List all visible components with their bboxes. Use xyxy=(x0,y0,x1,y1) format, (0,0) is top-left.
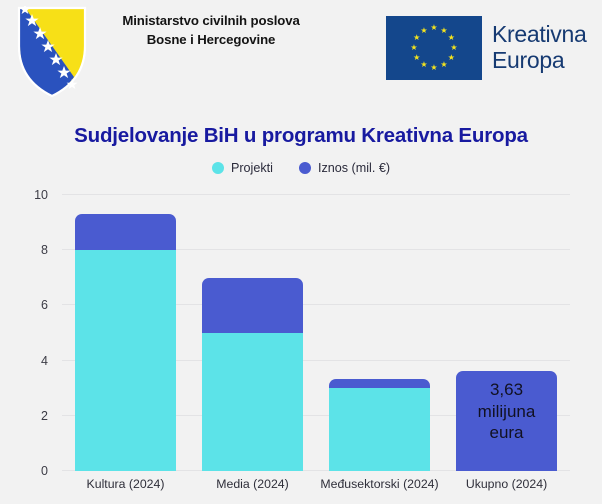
y-axis-tick-label: 4 xyxy=(41,353,48,368)
page-header: Ministarstvo civilnih poslova Bosne i He… xyxy=(0,0,602,110)
chart-title: Sudjelovanje BiH u programu Kreativna Eu… xyxy=(74,124,528,147)
chart-legend: Projekti Iznos (mil. €) xyxy=(0,161,602,175)
bar-2[interactable] xyxy=(202,277,303,471)
bar-1[interactable] xyxy=(75,214,176,471)
legend-dot-projekti xyxy=(211,162,224,174)
eu-star-icon: ★ xyxy=(420,60,428,70)
x-axis-label-2: Media (2024) xyxy=(216,477,289,491)
eu-star-icon: ★ xyxy=(450,43,458,52)
y-axis-tick-label: 0 xyxy=(41,464,48,478)
eu-star-icon: ★ xyxy=(440,25,448,35)
x-axis-label-3: Međusektorski (2024) xyxy=(320,477,439,491)
y-axis-tick-label: 10 xyxy=(34,188,48,202)
ministry-title: Ministarstvo civilnih poslova Bosne i He… xyxy=(96,12,326,49)
eu-star-icon: ★ xyxy=(447,33,455,42)
eu-star-icon: ★ xyxy=(440,60,448,70)
legend-item-1[interactable]: Projekti xyxy=(211,161,273,175)
gridline xyxy=(62,194,570,195)
y-axis-tick-label: 6 xyxy=(41,298,48,313)
y-axis-tick-label: 8 xyxy=(41,243,48,258)
ministry-line-1: Ministarstvo civilnih poslova xyxy=(122,13,300,28)
eu-star-icon: ★ xyxy=(430,63,438,72)
bar-value-line: 3,63 xyxy=(489,379,524,399)
bar-3[interactable] xyxy=(329,378,430,471)
gridline xyxy=(62,414,570,416)
ministry-line-2: Bosne i Hercegovine xyxy=(146,31,276,47)
gridline xyxy=(62,359,570,361)
y-axis-tick-label: 2 xyxy=(41,408,48,423)
eu-star-icon: ★ xyxy=(413,53,421,62)
bar-value-label: 3,63 milijuna eura xyxy=(456,379,557,444)
bar-value-line: eura xyxy=(489,423,524,443)
eu-star-icon: ★ xyxy=(410,43,418,52)
eu-logo-line-2: Europa xyxy=(492,47,565,73)
legend-label: Projekti xyxy=(230,161,273,175)
kreativna-europa-wordmark: Kreativna Europa xyxy=(492,21,587,74)
bar-chart: 3,63 milijuna eura 0 2 4 6 8 10 Kultura (2024) M… xyxy=(0,185,602,504)
plot-area: 3,63 milijuna eura xyxy=(62,194,570,471)
gridline xyxy=(62,304,570,306)
eu-star-icon: ★ xyxy=(413,33,421,42)
bar-value-line: milijuna xyxy=(477,401,536,421)
eu-logo-line-1: Kreativna xyxy=(492,21,587,48)
legend-label: Iznos (mil. €) xyxy=(317,161,391,175)
bar-segment-projekti[interactable] xyxy=(75,250,176,471)
eu-flag-icon: ★ ★ ★ ★ ★ ★ ★ ★ ★ ★ ★ ★ xyxy=(386,16,482,80)
legend-dot-iznos xyxy=(298,162,311,174)
bar-segment-projekti[interactable] xyxy=(202,333,303,471)
eu-star-icon: ★ xyxy=(447,53,455,62)
eu-star-icon: ★ xyxy=(430,23,438,32)
bar-segment-iznos[interactable] xyxy=(329,378,430,389)
x-axis-label-1: Kultura (2024) xyxy=(86,477,165,491)
gridline xyxy=(62,470,570,471)
legend-item-2[interactable]: Iznos (mil. €) xyxy=(298,161,391,175)
bar-segment-iznos[interactable] xyxy=(75,214,176,251)
bar-4[interactable]: 3,63 milijuna eura xyxy=(456,370,557,471)
bar-segment-iznos[interactable] xyxy=(202,277,303,333)
bar-segment-projekti[interactable] xyxy=(329,388,430,471)
eu-star-icon: ★ xyxy=(420,25,428,35)
x-axis-label-4: Ukupno (2024) xyxy=(465,477,548,491)
gridline xyxy=(62,249,570,251)
bar-segment-iznos[interactable] xyxy=(456,370,557,471)
bosnia-coat-of-arms-icon xyxy=(17,6,87,98)
bars-container: 3,63 milijuna eura xyxy=(62,195,570,471)
kreativna-europa-logo: ★ ★ ★ ★ ★ ★ ★ ★ ★ ★ ★ ★ Kreativna Europa xyxy=(386,14,587,82)
